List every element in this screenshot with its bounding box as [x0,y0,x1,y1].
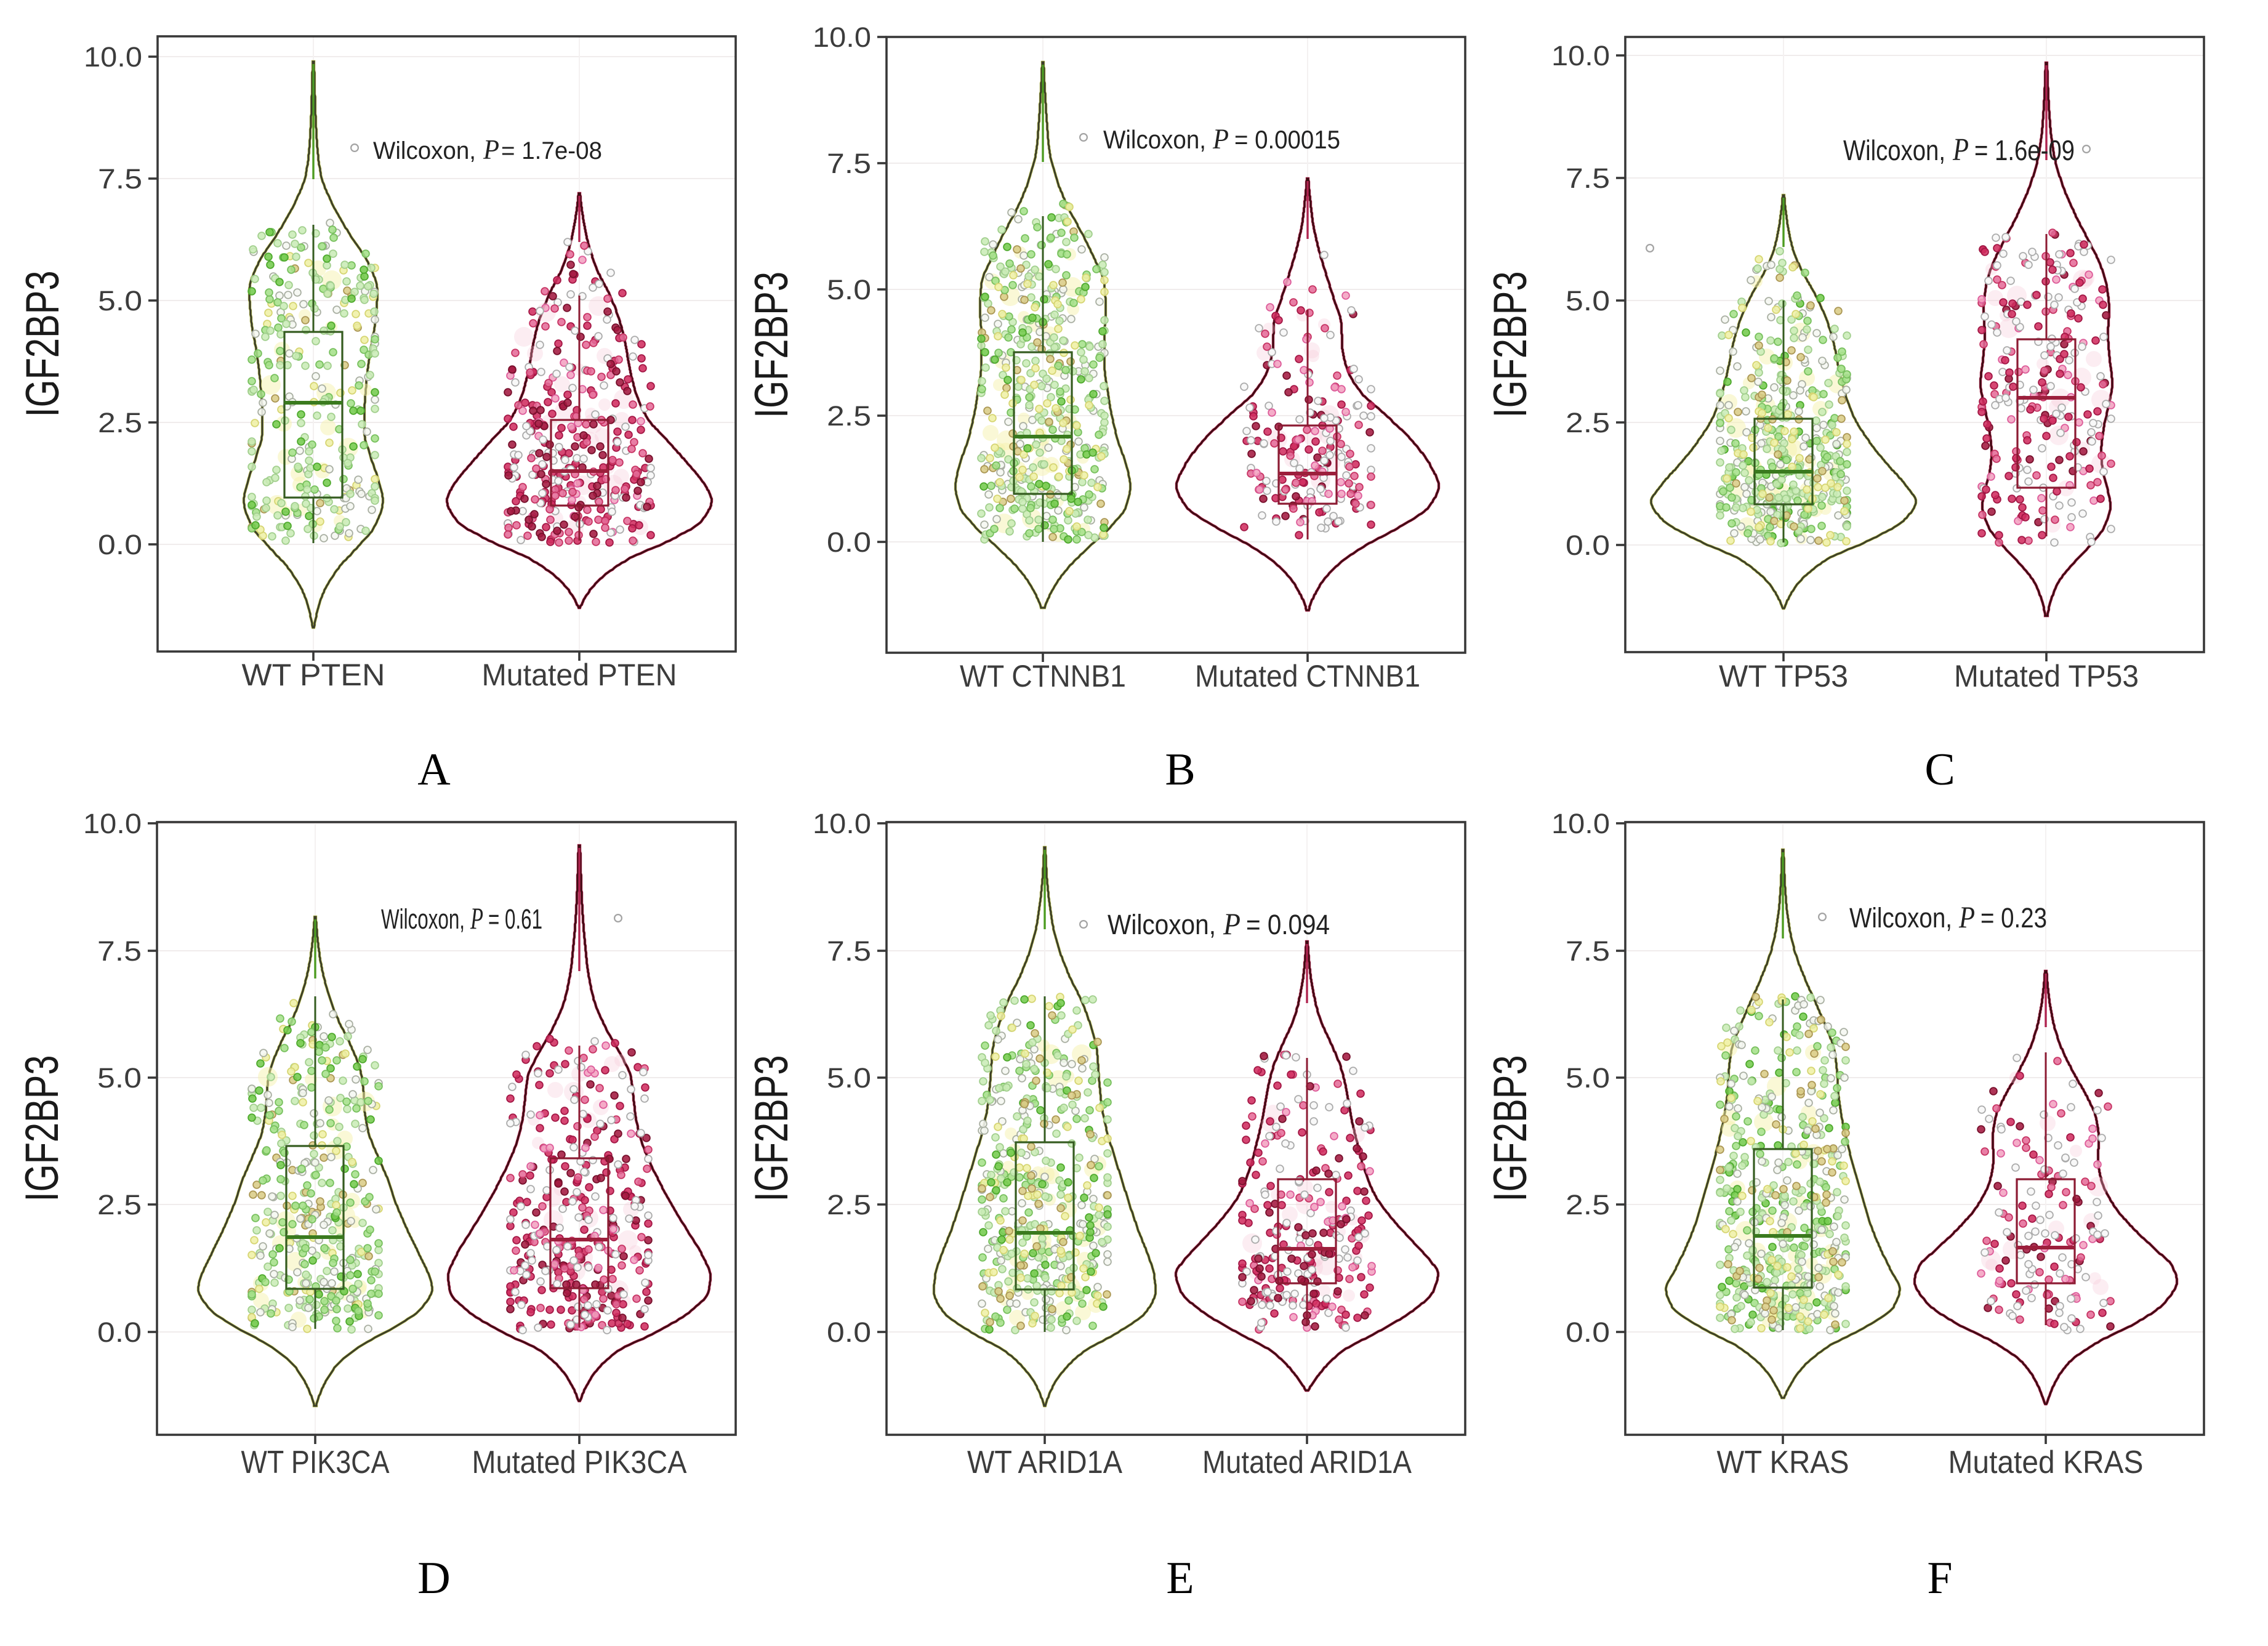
svg-text:Wilcoxon,: Wilcoxon, [381,903,465,935]
svg-text:IGF2BP3: IGF2BP3 [746,272,798,418]
svg-text:Wilcoxon,: Wilcoxon, [1849,902,1952,934]
svg-text:WT CTNNB1: WT CTNNB1 [960,659,1126,693]
svg-text:WT PIK3CA: WT PIK3CA [241,1445,390,1480]
svg-text:F: F [1927,1553,1952,1604]
svg-text:WT ARID1A: WT ARID1A [967,1445,1122,1480]
svg-text:7.5: 7.5 [827,935,871,967]
svg-text:= 0.23: = 0.23 [1980,902,2047,934]
svg-text:P: P [1952,132,1969,167]
svg-text:Mutated ARID1A: Mutated ARID1A [1202,1445,1412,1480]
svg-text:0.0: 0.0 [827,1317,871,1348]
svg-text:Mutated CTNNB1: Mutated CTNNB1 [1195,659,1420,693]
svg-text:10.0: 10.0 [84,41,142,73]
svg-text:A: A [417,744,450,795]
svg-text:Mutated PTEN: Mutated PTEN [482,658,677,692]
svg-text:5.0: 5.0 [97,1062,142,1094]
svg-text:Mutated TP53: Mutated TP53 [1954,659,2139,693]
svg-text:WT KRAS: WT KRAS [1717,1445,1849,1480]
svg-text:0.0: 0.0 [827,526,871,558]
svg-text:7.5: 7.5 [1566,935,1610,967]
svg-text:10.0: 10.0 [83,808,142,839]
svg-text:= 0.61: = 0.61 [488,903,542,935]
svg-text:5.0: 5.0 [98,285,142,317]
svg-text:P: P [470,901,483,935]
svg-text:2.5: 2.5 [1566,407,1610,438]
svg-text:0.0: 0.0 [98,529,142,560]
svg-text:10.0: 10.0 [813,22,871,53]
svg-text:Mutated PIK3CA: Mutated PIK3CA [472,1445,687,1480]
svg-text:10.0: 10.0 [1551,40,1610,71]
svg-text:IGF2BP3: IGF2BP3 [746,1055,798,1202]
svg-text:2.5: 2.5 [98,407,142,438]
svg-text:IGF2BP3: IGF2BP3 [17,271,69,418]
svg-text:B: B [1165,744,1195,795]
svg-text:7.5: 7.5 [98,163,142,195]
svg-text:E: E [1166,1553,1194,1604]
svg-text:P: P [1212,123,1229,155]
svg-text:= 1.7e-08: = 1.7e-08 [501,137,602,164]
svg-text:5.0: 5.0 [827,274,871,305]
svg-text:10.0: 10.0 [1551,808,1610,839]
svg-text:0.0: 0.0 [1566,1317,1610,1348]
svg-text:= 0.00015: = 0.00015 [1234,125,1340,154]
svg-text:Wilcoxon,: Wilcoxon, [1103,125,1206,154]
svg-text:P: P [1958,900,1975,934]
svg-text:7.5: 7.5 [827,148,871,179]
svg-text:Wilcoxon,: Wilcoxon, [1843,134,1945,166]
svg-text:C: C [1924,744,1955,795]
svg-text:P: P [483,134,499,165]
svg-text:5.0: 5.0 [1566,285,1610,317]
svg-text:0.0: 0.0 [97,1317,142,1348]
svg-text:WT TP53: WT TP53 [1719,659,1848,693]
svg-text:= 0.094: = 0.094 [1246,909,1330,940]
svg-text:Wilcoxon,: Wilcoxon, [373,137,476,164]
svg-text:P: P [1223,906,1241,941]
svg-text:2.5: 2.5 [827,400,871,432]
svg-text:2.5: 2.5 [827,1189,871,1220]
svg-text:Wilcoxon,: Wilcoxon, [1108,909,1216,940]
svg-text:IGF2BP3: IGF2BP3 [1484,1055,1537,1202]
svg-text:IGF2BP3: IGF2BP3 [16,1055,68,1202]
svg-text:2.5: 2.5 [97,1189,142,1220]
svg-text:Mutated KRAS: Mutated KRAS [1948,1445,2144,1480]
svg-text:D: D [417,1553,450,1604]
svg-text:7.5: 7.5 [97,935,142,967]
svg-text:2.5: 2.5 [1566,1189,1610,1220]
svg-text:0.0: 0.0 [1566,530,1610,561]
svg-text:10.0: 10.0 [813,808,871,839]
svg-text:WT PTEN: WT PTEN [242,658,385,692]
svg-text:5.0: 5.0 [1566,1062,1610,1094]
svg-text:IGF2BP3: IGF2BP3 [1484,272,1537,418]
svg-text:7.5: 7.5 [1566,163,1610,194]
svg-text:= 1.6e-09: = 1.6e-09 [1974,134,2075,166]
svg-text:5.0: 5.0 [827,1062,871,1094]
